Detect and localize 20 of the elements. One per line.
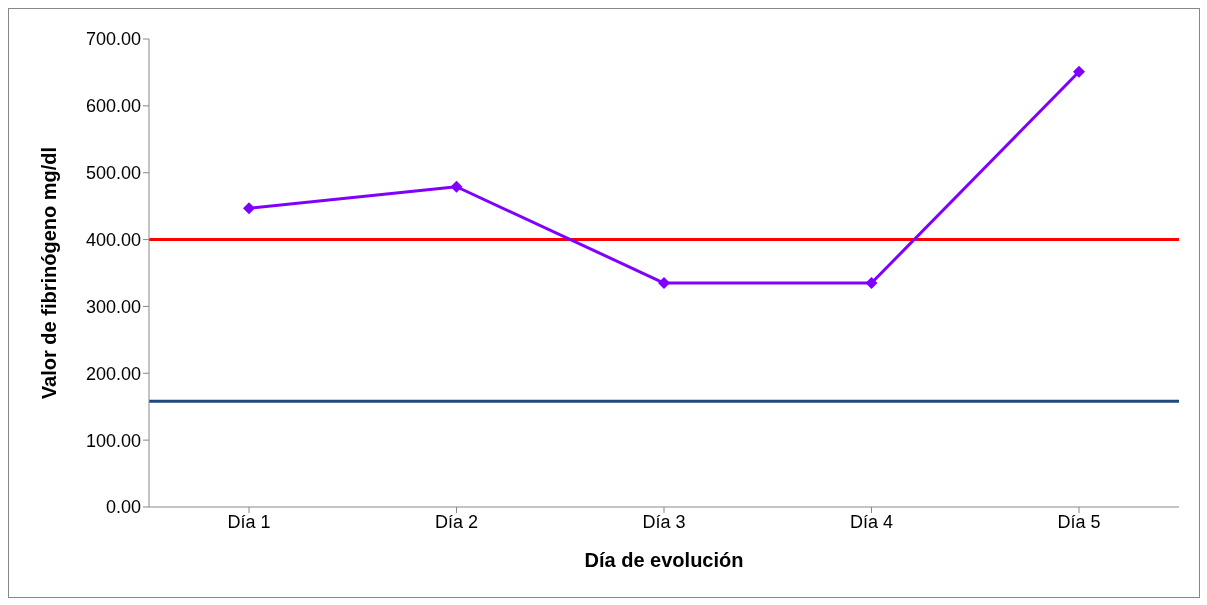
y-tick-label: 300.00 — [85, 296, 141, 317]
point — [865, 277, 878, 290]
y-tick-label: 500.00 — [85, 163, 141, 184]
y-tick-label: 700.00 — [85, 29, 141, 50]
x-tick-label: Día 5 — [1057, 511, 1101, 532]
point — [658, 277, 670, 290]
y-tick-label: 400.00 — [85, 229, 141, 250]
point — [1073, 65, 1085, 78]
x-tick-label: Día 3 — [642, 511, 686, 532]
y-tick-label: 600.00 — [85, 96, 141, 117]
y-axis-title: Valor de fibrinógeno mg/dl — [38, 146, 61, 400]
y-tick-label: 100.00 — [85, 430, 141, 451]
point — [450, 180, 463, 193]
x-tick-label: Día 1 — [227, 511, 271, 532]
y-tick-label: 200.00 — [85, 363, 141, 384]
y-tick-label: 0.00 — [105, 497, 141, 518]
point — [243, 202, 255, 215]
x-axis-title: Día de evolución — [584, 549, 744, 571]
x-tick-label: Día 2 — [434, 511, 479, 532]
x-tick-label: Día 4 — [849, 511, 894, 532]
